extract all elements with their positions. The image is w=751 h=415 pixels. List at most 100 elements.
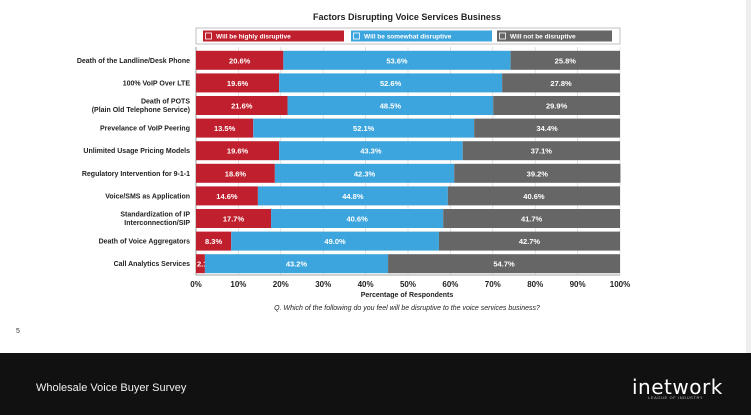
x-tick-label: 0% <box>190 280 202 289</box>
x-tick-label: 100% <box>610 280 630 289</box>
data-label: 27.8% <box>550 79 572 88</box>
data-label: 18.6% <box>225 169 247 178</box>
category-label: Regulatory Intervention for 9-1-1 <box>82 171 190 178</box>
x-tick-label: 20% <box>273 280 289 289</box>
data-label: 40.6% <box>346 215 368 224</box>
category-label: Death of Voice Aggregators <box>99 239 191 246</box>
data-label: 25.8% <box>555 56 577 65</box>
legend-key-highly <box>203 30 344 42</box>
bar-segment <box>196 209 272 228</box>
bar-segment <box>279 73 503 93</box>
legend-key-not <box>497 30 612 42</box>
stacked-bar-chart: Factors Disrupting Voice Services Busine… <box>77 12 630 312</box>
bar-segment <box>196 231 232 251</box>
data-label: 43.3% <box>360 147 382 156</box>
category-labels: Death of the Landline/Desk Phone 100% VoI… <box>77 58 191 268</box>
x-tick-label: 50% <box>400 280 416 289</box>
bar-segment <box>204 254 389 274</box>
x-axis-label: Percentage of Respondents <box>361 292 454 299</box>
bar-segment <box>279 141 463 161</box>
bar-segment <box>257 186 448 206</box>
bar-segment <box>231 231 439 251</box>
data-label: 43.2% <box>286 260 308 269</box>
bar-segment <box>447 186 620 206</box>
x-tick-label: 30% <box>315 280 331 289</box>
category-label: Unlimited Usage Pricing Models <box>83 148 190 155</box>
data-label: 21.6% <box>231 102 253 111</box>
legend-key-somewhat <box>351 30 492 42</box>
data-label: 20.6% <box>229 56 251 65</box>
bar-segment <box>443 209 620 228</box>
bar-segment <box>474 118 620 138</box>
x-tick-label: 80% <box>527 280 543 289</box>
x-tick-labels: 0% 10% 20% 30% 40% 50% 60% 70% 80% 90% 100% <box>190 280 630 289</box>
chart-legend: Will be highly disruptive Will be somewha… <box>195 27 621 45</box>
bar-segment <box>196 163 275 183</box>
x-tick-label: 70% <box>485 280 501 289</box>
legend-label-not: Will not be disruptive <box>510 34 576 41</box>
footer-bar: Wholesale Voice Buyer Survey inetwork LE… <box>0 353 751 415</box>
bar-segment <box>271 209 444 228</box>
category-label: Standardization of IP Interconnection/SIP <box>120 212 190 228</box>
bar-segment <box>196 50 284 70</box>
survey-question: Q. Which of the following do you feel wi… <box>274 305 540 312</box>
data-label: 54.7% <box>493 260 515 269</box>
legend-swatch-border-not <box>499 32 506 40</box>
data-label: 40.6% <box>523 192 545 201</box>
data-label: 52.1% <box>353 124 375 133</box>
bar-segment <box>454 163 621 183</box>
page-edge-shadow <box>746 0 751 353</box>
data-label: 34.4% <box>536 124 558 133</box>
bar-segment <box>438 231 620 251</box>
bar-segment <box>196 186 258 206</box>
category-label: 100% VoIP Over LTE <box>123 80 191 87</box>
data-label: 42.3% <box>354 169 376 178</box>
bar-segment <box>283 50 511 70</box>
data-label: 13.5% <box>214 124 236 133</box>
bar-segment <box>493 96 620 115</box>
data-label: 49.0% <box>324 237 346 246</box>
chart-title: Factors Disrupting Voice Services Busine… <box>313 12 501 22</box>
data-label: 8.3% <box>205 237 222 246</box>
bar-segment <box>274 163 455 183</box>
category-label: Voice/SMS as Application <box>105 193 190 200</box>
x-tick-label: 60% <box>442 280 458 289</box>
data-label: 44.8% <box>342 192 364 201</box>
bar-segment <box>196 73 280 93</box>
data-label: 14.6% <box>216 192 238 201</box>
x-tick-label: 10% <box>230 280 246 289</box>
chart-bars: 20.6% 53.6% 25.8% 19.6% 52.6% 27.8% 21.6% 48.5%… <box>196 50 621 274</box>
brand-tagline: LEAGUE OF INDUSTRY <box>648 395 704 400</box>
bar-segment <box>253 118 475 138</box>
data-label: 52.6% <box>380 79 402 88</box>
bar-segment <box>196 141 280 161</box>
legend-label-highly: Will be highly disruptive <box>216 34 291 41</box>
data-label: 29.9% <box>546 102 568 111</box>
data-label: 37.1% <box>531 147 553 156</box>
bar-segment <box>462 141 620 161</box>
data-label: 53.6% <box>386 56 408 65</box>
bar-segment <box>287 96 494 115</box>
bar-segment <box>502 73 620 93</box>
bar-segment <box>196 254 205 274</box>
x-tick-label: 40% <box>358 280 374 289</box>
category-label: Death of POTS (Plain Old Telephone Servic… <box>92 99 191 115</box>
category-label: Death of the Landline/Desk Phone <box>77 58 190 65</box>
footer-title: Wholesale Voice Buyer Survey <box>36 382 187 394</box>
legend-swatch-border-highly <box>205 32 212 40</box>
bar-segment <box>196 118 254 138</box>
data-label: 17.7% <box>223 215 245 224</box>
category-label: Prevelance of VoIP Peering <box>100 126 190 133</box>
data-label: 41.7% <box>521 215 543 224</box>
bar-segment <box>196 96 288 115</box>
data-label: 19.6% <box>227 79 249 88</box>
data-label: 48.5% <box>380 102 402 111</box>
data-label: 39.2% <box>527 169 549 178</box>
data-label: 42.7% <box>519 237 541 246</box>
brand-logo: inetwork <box>632 375 723 399</box>
legend-label-somewhat: Will be somewhat disruptive <box>364 34 452 41</box>
bar-segment <box>388 254 620 274</box>
legend-swatch-border-somewhat <box>353 32 360 40</box>
category-label: Call Analytics Services <box>114 261 191 268</box>
bar-segment <box>510 50 620 70</box>
